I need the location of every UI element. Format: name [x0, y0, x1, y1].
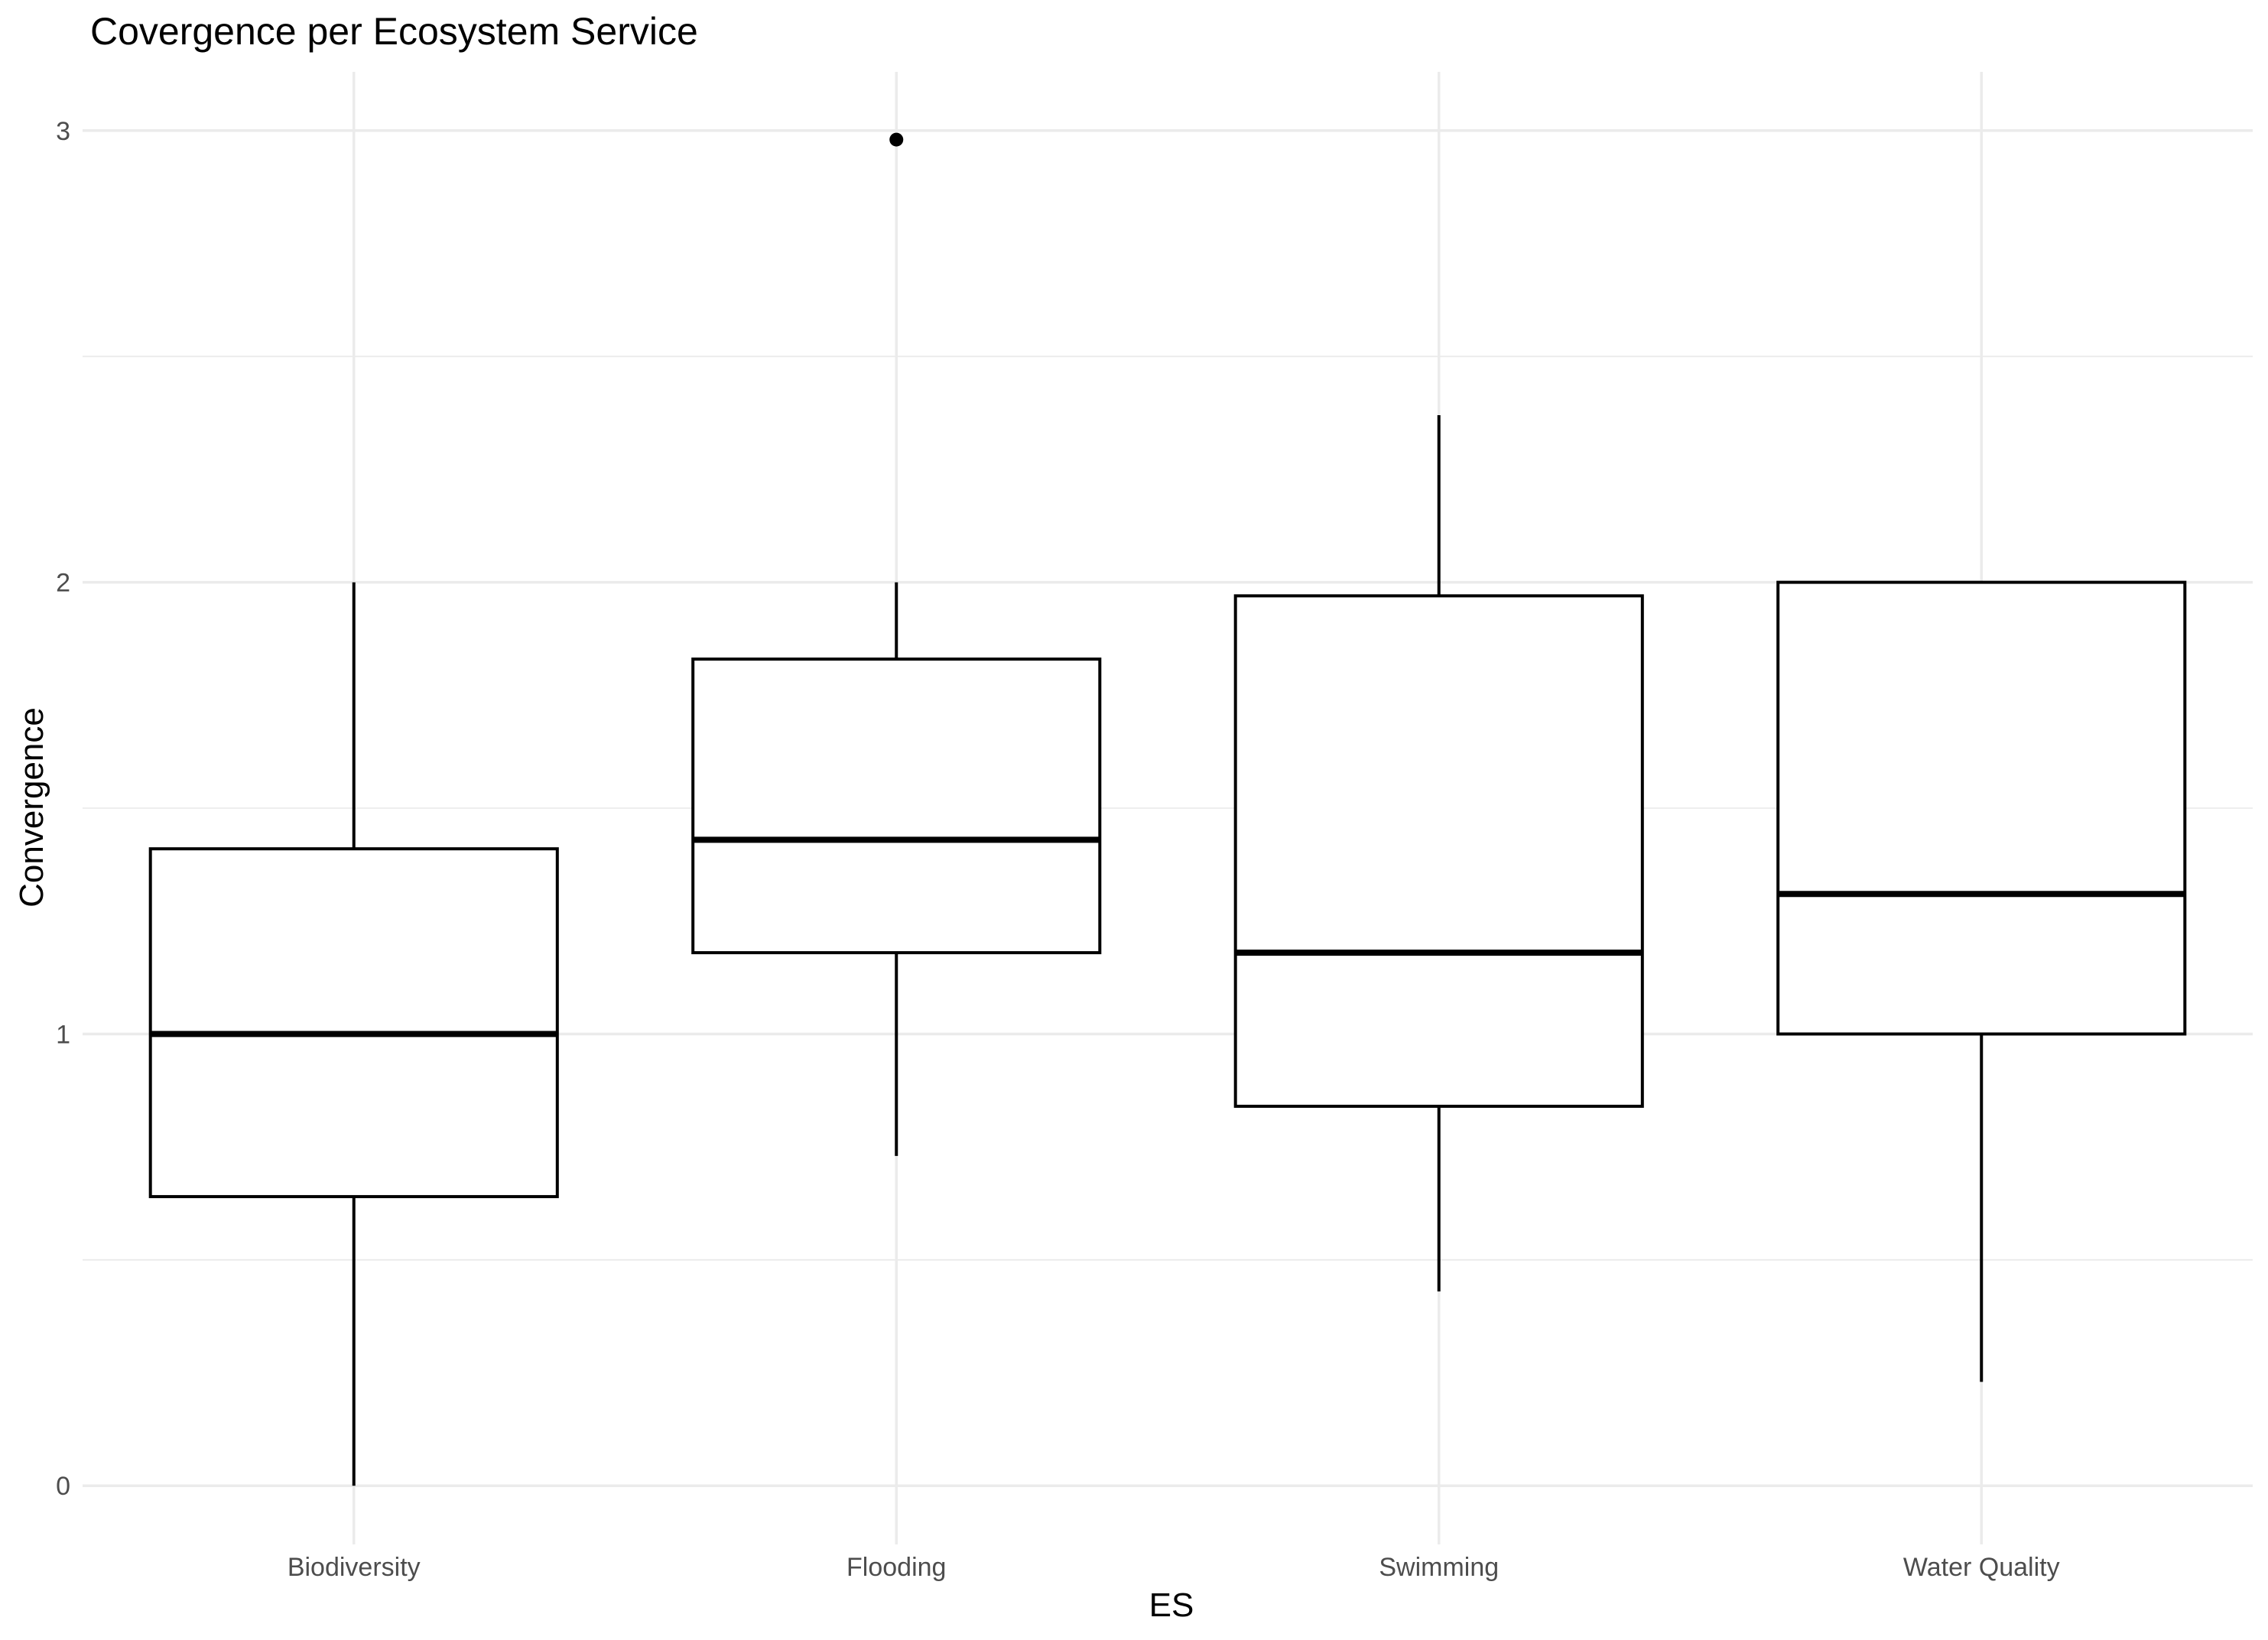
y-tick-label: 1	[56, 1020, 70, 1049]
y-axis-title: Convergence	[13, 707, 50, 908]
x-tick-label: Biodiversity	[288, 1553, 421, 1582]
ticks-layer: 0 1 2 3 Biodiversity Flooding Swimming Water Qu…	[56, 117, 2060, 1582]
x-axis-title: ES	[1149, 1586, 1194, 1624]
x-tick-label: Water Quality	[1903, 1553, 2060, 1582]
box-flooding	[691, 658, 1102, 955]
box-water-quality	[1776, 580, 2187, 1036]
y-tick-label: 3	[56, 117, 70, 146]
x-tick-label: Swimming	[1379, 1553, 1499, 1582]
boxes-layer	[148, 132, 2187, 1486]
y-tick-label: 2	[56, 569, 70, 598]
chart-title: Covergence per Ecosystem Service	[90, 10, 698, 53]
y-tick-label: 0	[56, 1472, 70, 1501]
x-tick-label: Flooding	[846, 1553, 946, 1582]
box-swimming	[1233, 594, 1644, 1108]
box-biodiversity	[148, 847, 559, 1199]
outlier-point-flooding	[889, 132, 904, 147]
